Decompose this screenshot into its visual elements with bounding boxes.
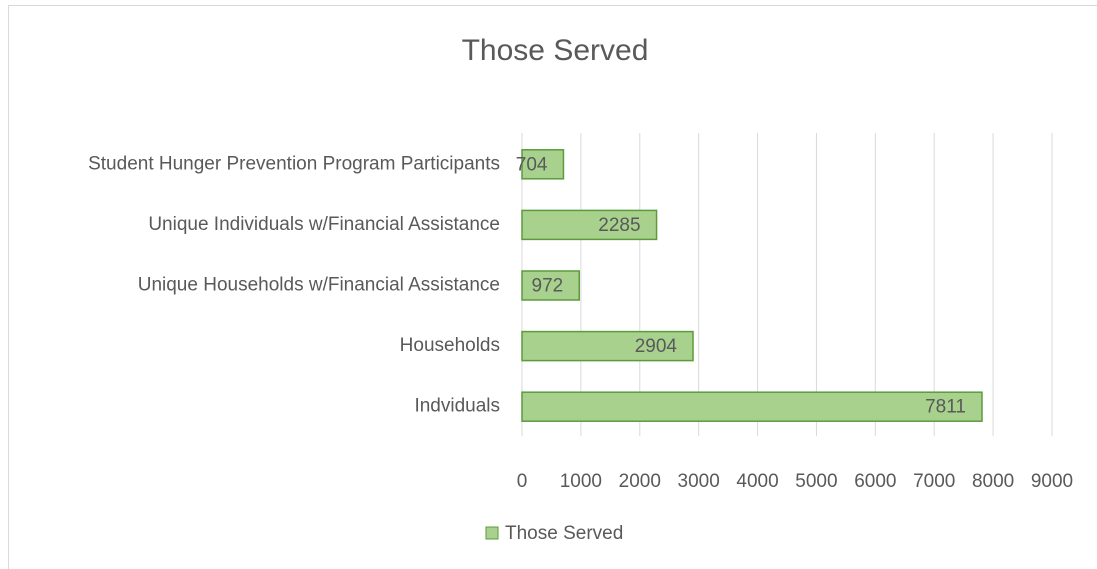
data-label: 704 [516,154,548,175]
x-tick-label: 9000 [1031,471,1073,492]
y-tick-label: Indviduals [414,396,500,417]
y-tick-label: Unique Households w/Financial Assistance [138,275,500,296]
bar [521,391,983,422]
data-label: 7811 [925,397,966,418]
bar [521,149,565,180]
legend-label: Those Served [505,523,623,544]
x-tick-label: 8000 [972,471,1014,492]
x-tick-label: 4000 [736,471,778,492]
y-tick-label: Student Hunger Prevention Program Partic… [88,153,500,174]
x-tick-label: 7000 [913,471,955,492]
bar [521,330,694,362]
y-tick-label: Households [400,335,500,356]
x-tick-label: 2000 [619,471,661,492]
x-tick-label: 0 [517,471,528,492]
bar [521,270,580,301]
bar [521,209,658,241]
x-tick-label: 1000 [560,471,602,492]
y-tick-label: Unique Individuals w/Financial Assistanc… [148,214,500,235]
data-label: 2285 [598,215,640,236]
data-label: 2904 [635,336,678,357]
x-tick-label: 5000 [795,471,837,492]
chart-title: Those Served [462,34,649,67]
x-tick-label: 6000 [854,471,896,492]
data-label: 972 [532,276,564,297]
legend-swatch [485,526,499,540]
x-tick-label: 3000 [678,471,720,492]
